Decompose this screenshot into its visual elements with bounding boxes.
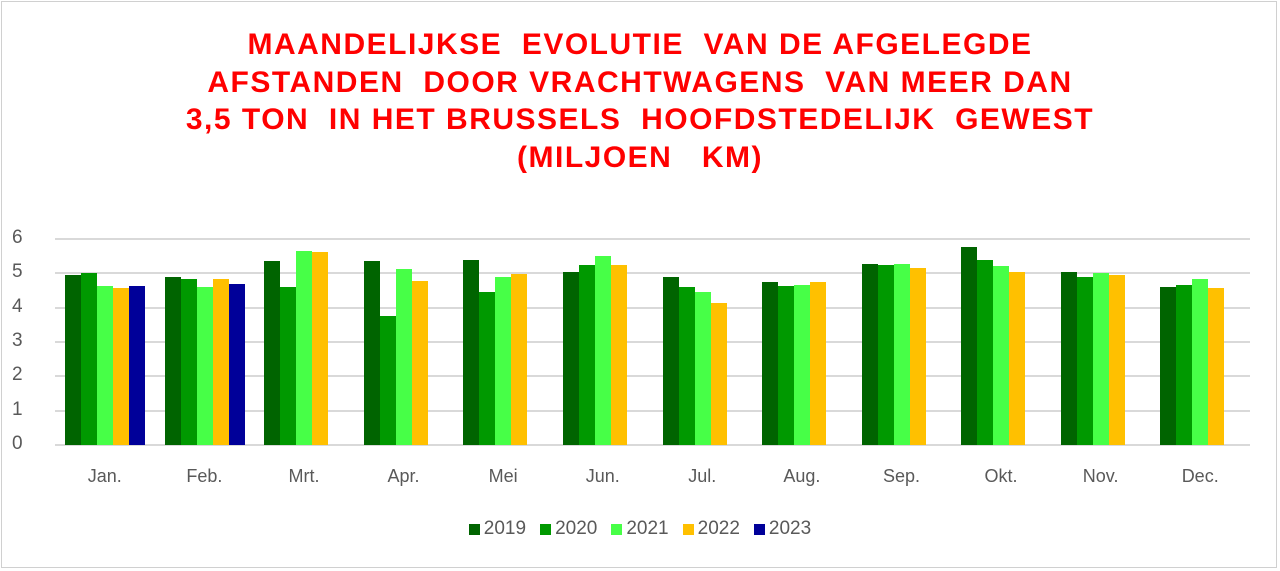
bar-2022-sep: [909, 267, 926, 445]
bar-2022-jun: [610, 265, 627, 445]
legend-label: 2019: [483, 518, 527, 539]
bar-2020-aug: [778, 285, 795, 445]
bar-2019-mrt: [264, 260, 281, 445]
bar-2021-dec: [1192, 279, 1209, 445]
gridline: [55, 409, 1250, 412]
bar-2019-aug: [762, 282, 779, 445]
y-tick-label: 3: [12, 330, 23, 351]
bar-2022-jan: [113, 288, 129, 445]
bar-2022-aug: [810, 281, 827, 445]
bar-2021-jun: [594, 255, 611, 445]
bar-2022-mrt: [312, 252, 329, 445]
legend-swatch: [753, 523, 765, 535]
bar-2021-feb: [196, 287, 213, 445]
bar-2022-nov: [1108, 275, 1125, 445]
bar-2022-okt: [1009, 271, 1026, 445]
bar-2020-mei: [479, 292, 496, 445]
chart-title-line: AFSTANDEN DOOR VRACHTWAGENS VAN MEER DAN: [207, 65, 1073, 99]
x-tick-label: Sep.: [882, 466, 920, 486]
bar-2019-mei: [463, 260, 480, 445]
bar-2020-mrt: [280, 287, 297, 445]
bar-2021-mrt: [296, 250, 313, 445]
bar-2020-jan: [81, 273, 97, 445]
x-tick-label: Aug.: [783, 466, 821, 486]
gridline: [55, 238, 1250, 240]
x-tick-label: Mei: [488, 466, 518, 486]
legend-label: 2022: [697, 518, 740, 539]
x-tick-label: Nov.: [1082, 466, 1119, 486]
x-tick-label: Jul.: [688, 466, 717, 486]
x-tick-label: Apr.: [387, 466, 420, 486]
y-tick-label: 1: [12, 398, 23, 420]
bar-2021-okt: [993, 266, 1010, 445]
x-tick-label: Dec.: [1181, 466, 1219, 486]
bar-2019-jul: [662, 277, 679, 445]
legend-item-2019[interactable]: 2019: [468, 518, 527, 540]
bar-2019-nov: [1060, 271, 1077, 445]
bar-2019-dec: [1160, 287, 1177, 445]
legend-item-2022[interactable]: 2022: [682, 518, 740, 540]
y-tick-label: 5: [12, 261, 23, 283]
bar-2019-sep: [861, 263, 878, 445]
bar-2021-aug: [794, 284, 811, 445]
x-tick-label: Jun.: [585, 466, 620, 486]
plot-area: [55, 238, 1250, 446]
bar-2019-okt: [961, 247, 978, 445]
bar-2019-jun: [562, 271, 579, 445]
gridline: [55, 341, 1250, 343]
bar-2019-jan: [65, 275, 81, 445]
y-tick-label: 6: [12, 227, 23, 248]
gridline: [55, 444, 1250, 446]
legend-label: 2023: [768, 518, 812, 539]
x-tick-label: Mrt.: [288, 466, 320, 486]
chart-title-line: 3,5 TON IN HET BRUSSELS HOOFDSTEDELIJK G…: [185, 103, 1095, 136]
bar-2021-jan: [97, 285, 113, 445]
bar-2020-okt: [977, 260, 994, 445]
bar-2019-apr: [363, 261, 380, 445]
legend-item-2021[interactable]: 2021: [611, 518, 669, 540]
x-tick-label: Okt.: [984, 466, 1018, 486]
legend-label: 2021: [626, 518, 669, 539]
bar-2020-nov: [1076, 276, 1093, 445]
bar-2021-nov: [1092, 273, 1109, 445]
bar-2022-mei: [511, 274, 528, 445]
bar-2019-feb: [164, 276, 181, 445]
bar-2020-jun: [578, 265, 595, 445]
bar-2020-jul: [678, 287, 695, 445]
y-tick-label: 2: [12, 364, 23, 386]
bar-2020-dec: [1176, 285, 1193, 445]
bar-2022-jul: [710, 302, 727, 445]
bar-2021-sep: [893, 263, 910, 445]
bar-2020-sep: [877, 265, 894, 445]
y-tick-label: 0: [12, 433, 23, 454]
bar-2021-jul: [694, 292, 711, 445]
bar-2023-jan: [129, 285, 145, 445]
legend-swatch: [468, 523, 480, 535]
legend-swatch: [682, 523, 694, 535]
legend-item-2020[interactable]: 2020: [540, 518, 597, 540]
gridline: [55, 306, 1250, 309]
bar-2022-dec: [1208, 288, 1225, 445]
chart-title-line: (MILJOEN KM): [517, 140, 763, 174]
bar-2020-feb: [180, 279, 197, 445]
bar-2023-feb: [228, 284, 245, 445]
chart-title: MAANDELIJKSE EVOLUTIE VAN DE AFGELEGDE AF…: [0, 26, 1280, 176]
x-tick-label: Feb.: [186, 466, 223, 486]
legend: 2019 2020 2021 2022 2023: [0, 518, 1280, 540]
bar-2020-apr: [379, 315, 396, 445]
legend-swatch: [611, 523, 623, 535]
gridline: [55, 375, 1250, 378]
legend-label: 2020: [555, 518, 598, 539]
chart-title-line: MAANDELIJKSE EVOLUTIE VAN DE AFGELEGDE: [247, 28, 1033, 61]
legend-swatch: [540, 523, 552, 535]
y-tick-label: 4: [12, 295, 23, 317]
x-tick-label: Jan.: [87, 466, 122, 486]
bar-2021-apr: [395, 269, 412, 445]
gridline: [55, 272, 1250, 275]
bar-2021-mei: [495, 277, 512, 445]
legend-item-2023[interactable]: 2023: [753, 518, 812, 540]
bar-2022-apr: [411, 280, 428, 445]
bar-2022-feb: [212, 279, 229, 445]
